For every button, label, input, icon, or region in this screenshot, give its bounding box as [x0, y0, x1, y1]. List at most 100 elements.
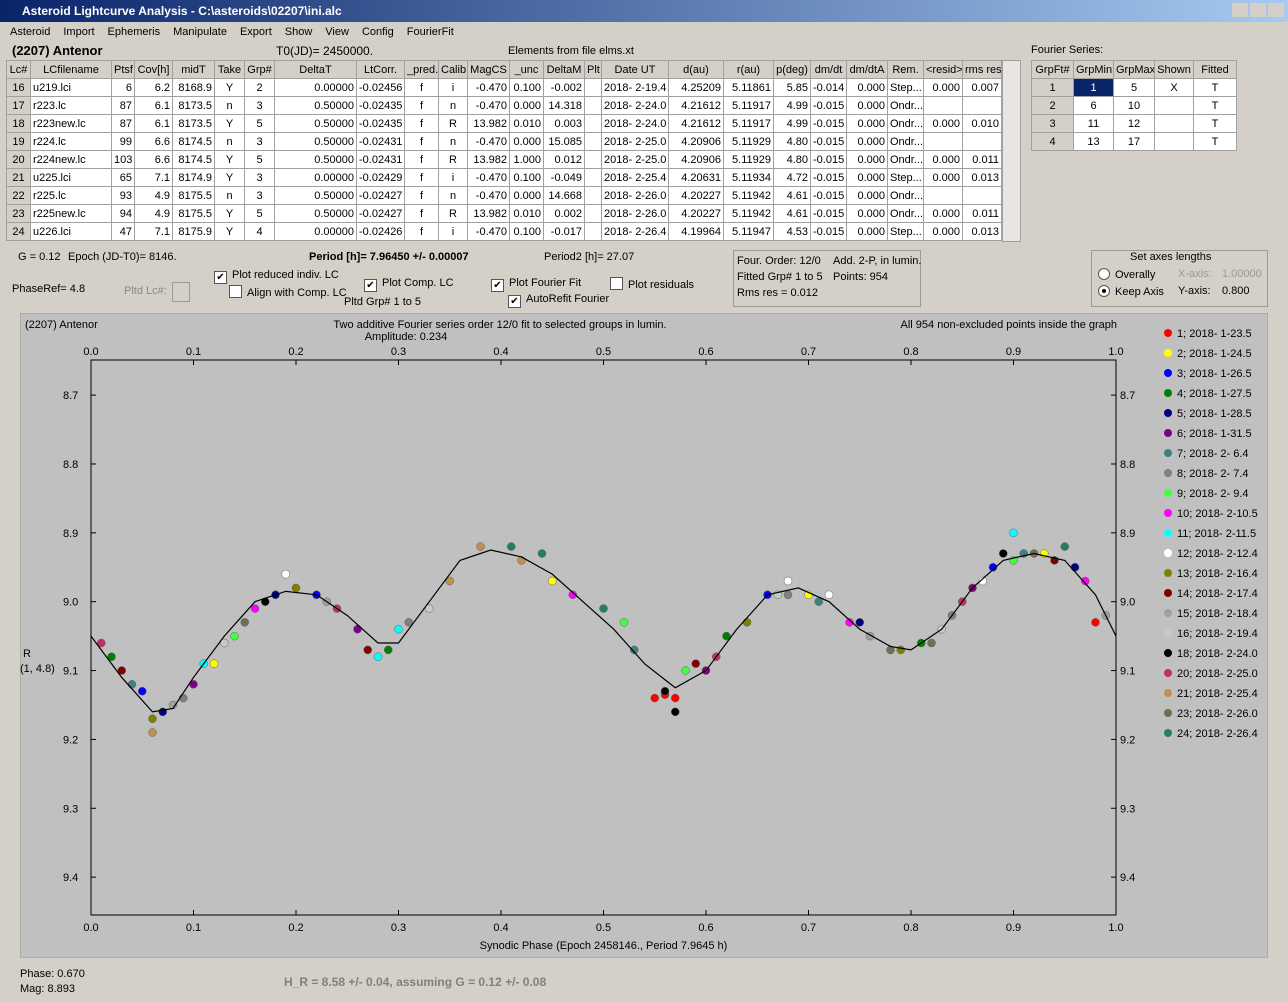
table-cell: 0.011 [962, 204, 1002, 223]
menu-item[interactable]: Manipulate [173, 26, 227, 38]
legend-label: 21; 2018- 2-25.4 [1177, 688, 1258, 700]
table-row[interactable]: 22 r225.lc 93 4.9 8175.5 n 3 0.50000 -0.02427 f n -… [6, 186, 1002, 205]
menu-item[interactable]: Show [284, 26, 313, 38]
checkbox-label: Plot Comp. LC [382, 277, 454, 289]
table-cell: 4.9 [134, 186, 173, 205]
checkbox[interactable]: ✔ Plot reduced indiv. LC [214, 269, 339, 284]
column-header: Cov[h] [134, 60, 173, 79]
table-cell: 15.085 [543, 132, 585, 151]
table-row[interactable]: 19 r224.lc 99 6.6 8174.5 n 3 0.50000 -0.02431 f n -… [6, 132, 1002, 151]
menu-bar[interactable]: Asteroid Import Ephemeris Manipulate Export S… [10, 26, 467, 38]
y-tick-label: 8.8 [1120, 459, 1135, 471]
menu-item[interactable]: FourierFit [406, 26, 454, 38]
period2: Period2 [h]= 27.07 [544, 251, 635, 263]
chart-note: All 954 non-excluded points inside the g… [901, 319, 1117, 331]
table-cell: -0.015 [810, 96, 847, 115]
table-row[interactable]: 17 r223.lc 87 6.1 8173.5 n 3 0.50000 -0.02435 f n -… [6, 96, 1002, 115]
menu-item[interactable]: View [325, 26, 349, 38]
menu-item[interactable]: Ephemeris [107, 26, 161, 38]
column-header: GrpMax [1113, 60, 1155, 79]
table-cell: 20 [6, 150, 31, 169]
table-row[interactable]: 16 u219.lci 6 6.2 8168.9 Y 2 0.00000 -0.02456 f i -… [6, 78, 1002, 97]
legend-swatch [1164, 709, 1172, 717]
menu-item[interactable]: Config [361, 26, 394, 38]
checkbox[interactable]: ✔ Plot Fourier Fit [491, 277, 581, 292]
table-cell [923, 132, 963, 151]
table-cell: Ondr... [887, 96, 924, 115]
column-header: GrpMin [1073, 60, 1114, 79]
lc-table[interactable]: Lc# LCfilename Ptsf Cov[h] midT Take Grp# Delta… [6, 60, 1002, 241]
table-cell: 4.20227 [668, 186, 724, 205]
table-cell: 12 [1113, 114, 1155, 133]
table-cell: 6.1 [134, 114, 173, 133]
table-cell: 2018- 2-25.0 [601, 132, 669, 151]
data-point [681, 666, 690, 675]
table-cell: 0.100 [509, 78, 544, 97]
legend-swatch [1164, 689, 1172, 697]
chart-panel [20, 313, 1268, 958]
y-tick-label: 9.0 [1120, 597, 1135, 609]
info-text: Points: 954 [833, 271, 889, 283]
radio[interactable]: Keep Axis [1098, 285, 1164, 298]
legend-swatch [1164, 489, 1172, 497]
legend-label: 20; 2018- 2-25.0 [1177, 668, 1258, 680]
table-row[interactable]: 2 6 10 T [1031, 96, 1237, 115]
table-cell: r224new.lc [30, 150, 112, 169]
window-buttons[interactable] [1232, 3, 1284, 17]
table-cell: -0.015 [810, 168, 847, 187]
legend-swatch [1164, 649, 1172, 657]
table-cell: 0.010 [962, 114, 1002, 133]
legend-label: 9; 2018- 2- 9.4 [1177, 488, 1249, 500]
table-cell: r223.lc [30, 96, 112, 115]
menu-item[interactable]: Export [239, 26, 272, 38]
table-row[interactable]: 4 13 17 T [1031, 132, 1237, 151]
table-row[interactable]: 20 r224new.lc 103 6.6 8174.5 Y 5 0.50000 -0.0243… [6, 150, 1002, 169]
column-header: DeltaT [274, 60, 357, 79]
table-cell [962, 186, 1002, 205]
table-row[interactable]: 3 11 12 T [1031, 114, 1237, 133]
column-header: Ptsf [111, 60, 135, 79]
checkbox[interactable]: Plot residuals [610, 277, 694, 291]
fourier-table[interactable]: GrpFt# GrpMin GrpMax Shown Fitted 1 1 5 X T 2 6 10 T 3… [1031, 60, 1237, 151]
legend-swatch [1164, 589, 1172, 597]
radio[interactable]: Overally [1098, 268, 1155, 281]
table-cell: 4.25209 [668, 78, 724, 97]
chart-title: Two additive Fourier series order 12/0 f… [333, 319, 666, 331]
x-tick-label: 0.5 [596, 922, 611, 934]
data-point [148, 728, 157, 737]
table-cell: 0.000 [923, 114, 963, 133]
table-row[interactable]: 21 u225.lci 65 7.1 8174.9 Y 3 0.00000 -0.02429 f i… [6, 168, 1002, 187]
table-cell [1154, 96, 1194, 115]
checkbox[interactable]: Align with Comp. LC [229, 285, 347, 299]
legend-swatch [1164, 389, 1172, 397]
table-cell: 1 [1031, 78, 1074, 97]
hr-result: H_R = 8.58 +/- 0.04, assuming G = 0.12 +… [284, 975, 547, 989]
menu-item[interactable]: Asteroid [10, 26, 51, 38]
table-cell [584, 132, 602, 151]
checkbox[interactable]: ✔ Plot Comp. LC [364, 277, 454, 292]
table-cell: R [438, 204, 468, 223]
legend-label: 15; 2018- 2-18.4 [1177, 608, 1258, 620]
menu-item[interactable]: Import [63, 26, 95, 38]
spinner[interactable] [172, 282, 190, 302]
corner-label: (2207) Antenor [25, 319, 98, 331]
table-cell: 6.1 [134, 96, 173, 115]
table-cell: 4 [244, 222, 275, 241]
checkbox[interactable]: ✔ AutoRefit Fourier [508, 293, 609, 308]
phaseref: PhaseRef= 4.8 [12, 283, 86, 295]
table-cell: Y [214, 150, 245, 169]
legend-label: 6; 2018- 1-31.5 [1177, 428, 1252, 440]
table-cell: n [214, 96, 245, 115]
data-point [1091, 618, 1100, 627]
column-header: Fitted [1193, 60, 1237, 79]
scrollbar[interactable] [1002, 60, 1021, 242]
table-row[interactable]: 24 u226.lci 47 7.1 8175.9 Y 4 0.00000 -0.02426 f i… [6, 222, 1002, 241]
table-cell [584, 168, 602, 187]
table-cell: 4.20906 [668, 132, 724, 151]
table-row[interactable]: 18 r223new.lc 87 6.1 8173.5 Y 5 0.50000 -0.02435… [6, 114, 1002, 133]
table-cell: 2018- 2-25.4 [601, 168, 669, 187]
table-cell: f [404, 114, 439, 133]
table-cell: 4.20631 [668, 168, 724, 187]
table-row[interactable]: 23 r225new.lc 94 4.9 8175.5 Y 5 0.50000 -0.02427… [6, 204, 1002, 223]
